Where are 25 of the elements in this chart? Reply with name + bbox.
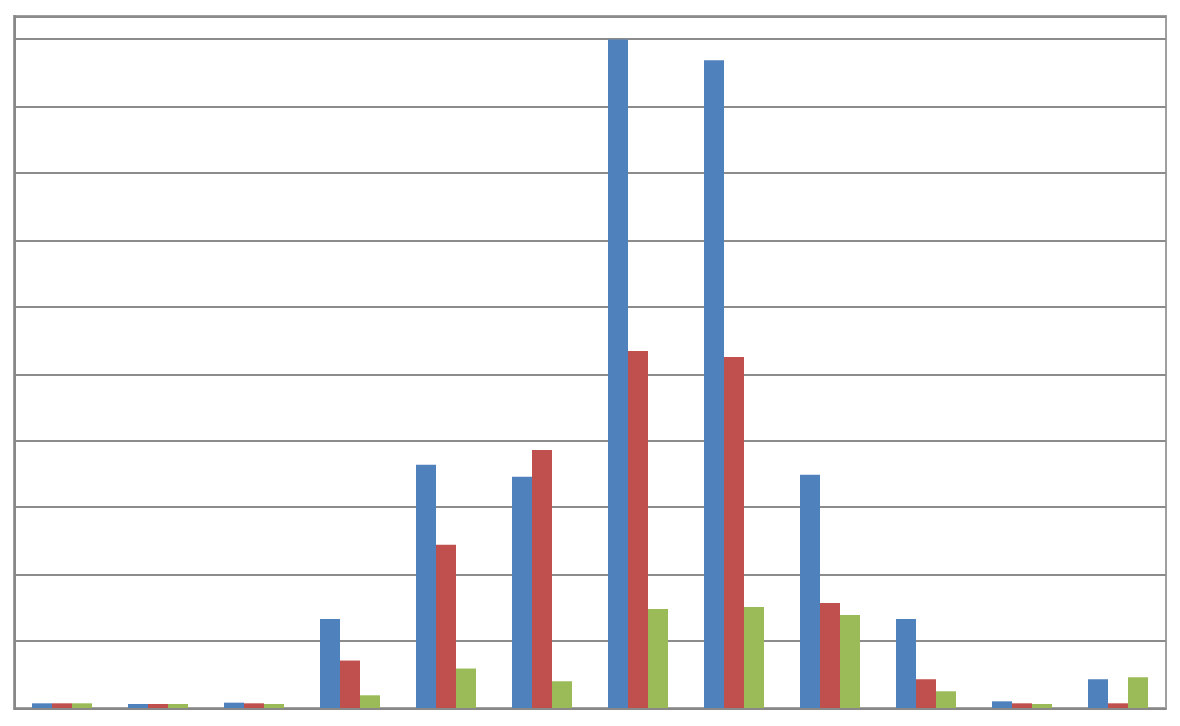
bar [1088, 679, 1108, 708]
bar [800, 474, 820, 708]
bar [512, 476, 532, 708]
bar [1128, 677, 1148, 708]
bar [896, 619, 916, 708]
bar [820, 603, 840, 708]
bar [416, 464, 436, 708]
bar [360, 695, 380, 708]
bar [840, 615, 860, 708]
bar [320, 619, 340, 708]
bar [992, 701, 1012, 708]
bar [608, 39, 628, 708]
bar [724, 356, 744, 708]
bar [552, 681, 572, 708]
bar [916, 679, 936, 708]
bar [436, 544, 456, 708]
bar [936, 691, 956, 708]
bar [532, 449, 552, 708]
bar [744, 607, 764, 708]
bar [456, 668, 476, 708]
bar [648, 609, 668, 708]
bar [628, 350, 648, 708]
bar [224, 702, 244, 708]
bar [704, 60, 724, 708]
bar [340, 660, 360, 708]
